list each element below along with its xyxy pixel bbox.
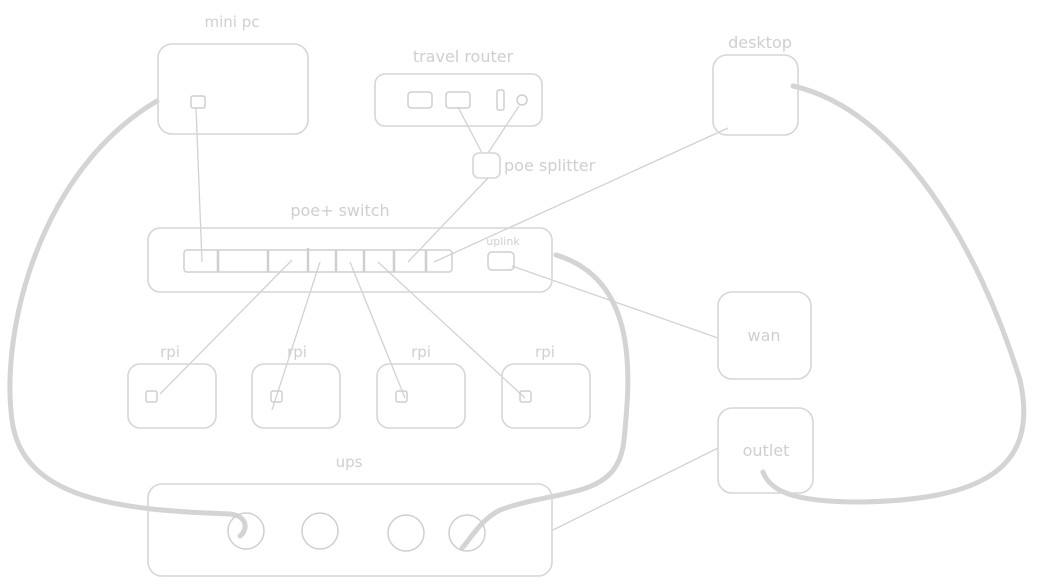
desktop-label: desktop bbox=[728, 33, 792, 52]
mini-pc-label: mini pc bbox=[205, 13, 260, 31]
travel-router-power-jack bbox=[516, 94, 528, 106]
poe-splitter-box bbox=[472, 152, 501, 179]
travel-router-usb bbox=[496, 89, 505, 111]
rpi-node-2[interactable]: rpi bbox=[251, 343, 341, 429]
rpi-1-port bbox=[145, 390, 158, 403]
rpi-3-port bbox=[395, 390, 408, 403]
ups-label: ups bbox=[336, 453, 363, 471]
power-cable-mini-pc bbox=[7, 98, 248, 539]
travel-router-label: travel router bbox=[413, 47, 514, 66]
power-cable-switch bbox=[459, 252, 631, 551]
ups-node[interactable]: ups bbox=[147, 453, 553, 577]
link-outlet-ups bbox=[552, 447, 719, 531]
poe-splitter-label: poe splitter bbox=[504, 156, 596, 175]
link-switch-rpi-2 bbox=[271, 261, 321, 411]
poe-switch-box bbox=[147, 227, 553, 293]
ups-outlet-2 bbox=[301, 512, 339, 550]
rpi-node-4[interactable]: rpi bbox=[501, 343, 591, 429]
travel-router-port-1 bbox=[407, 91, 433, 109]
ups-outlet-3 bbox=[387, 514, 425, 552]
ups-outlet-1 bbox=[227, 512, 265, 550]
link-splitter-switch bbox=[407, 177, 489, 263]
link-mini-pc-switch bbox=[195, 107, 203, 263]
uplink-port bbox=[487, 251, 515, 271]
desktop-node[interactable]: desktop bbox=[712, 33, 799, 136]
rpi-3-box bbox=[376, 363, 466, 429]
link-uplink-wan bbox=[511, 265, 719, 339]
uplink-label: uplink bbox=[486, 235, 520, 248]
rpi-2-port bbox=[270, 390, 283, 403]
rpi-2-box bbox=[251, 363, 341, 429]
rpi-1-box bbox=[127, 363, 217, 429]
wan-node[interactable]: wan bbox=[717, 291, 812, 380]
rpi-4-label: rpi bbox=[535, 343, 555, 361]
outlet-node[interactable]: outlet bbox=[717, 407, 814, 494]
wan-label: wan bbox=[747, 326, 780, 345]
ups-outlet-4 bbox=[448, 514, 486, 552]
mini-pc-box bbox=[157, 43, 309, 135]
link-router-splitter-b bbox=[487, 105, 520, 154]
rpi-3-label: rpi bbox=[411, 343, 431, 361]
link-switch-rpi-1 bbox=[159, 259, 293, 395]
ups-box bbox=[147, 483, 553, 577]
poe-switch-label: poe+ switch bbox=[290, 201, 389, 220]
travel-router-node[interactable]: travel router bbox=[374, 47, 543, 127]
outlet-box bbox=[717, 407, 814, 494]
mini-pc-node[interactable]: mini pc bbox=[157, 13, 309, 135]
rpi-node-1[interactable]: rpi bbox=[127, 343, 217, 429]
rpi-4-box bbox=[501, 363, 591, 429]
poe-switch-node[interactable]: uplink poe+ switch bbox=[147, 201, 553, 293]
link-switch-rpi-4 bbox=[377, 261, 526, 399]
rpi-node-3[interactable]: rpi bbox=[376, 343, 466, 429]
wan-box bbox=[717, 291, 812, 380]
link-switch-rpi-3 bbox=[349, 261, 406, 399]
outlet-label: outlet bbox=[743, 441, 790, 460]
link-router-splitter-a bbox=[457, 106, 483, 154]
rpi-4-port bbox=[519, 390, 532, 403]
travel-router-port-2 bbox=[445, 91, 471, 109]
poe-splitter-node[interactable]: poe splitter bbox=[472, 152, 596, 179]
mini-pc-port bbox=[190, 95, 206, 109]
rpi-2-label: rpi bbox=[287, 343, 307, 361]
desktop-box bbox=[712, 54, 799, 136]
rpi-1-label: rpi bbox=[160, 343, 180, 361]
poe-switch-port-bank bbox=[183, 249, 453, 273]
power-cable-desktop-outlet bbox=[760, 83, 1027, 505]
link-desktop-switch bbox=[433, 127, 729, 263]
travel-router-box bbox=[374, 73, 543, 127]
